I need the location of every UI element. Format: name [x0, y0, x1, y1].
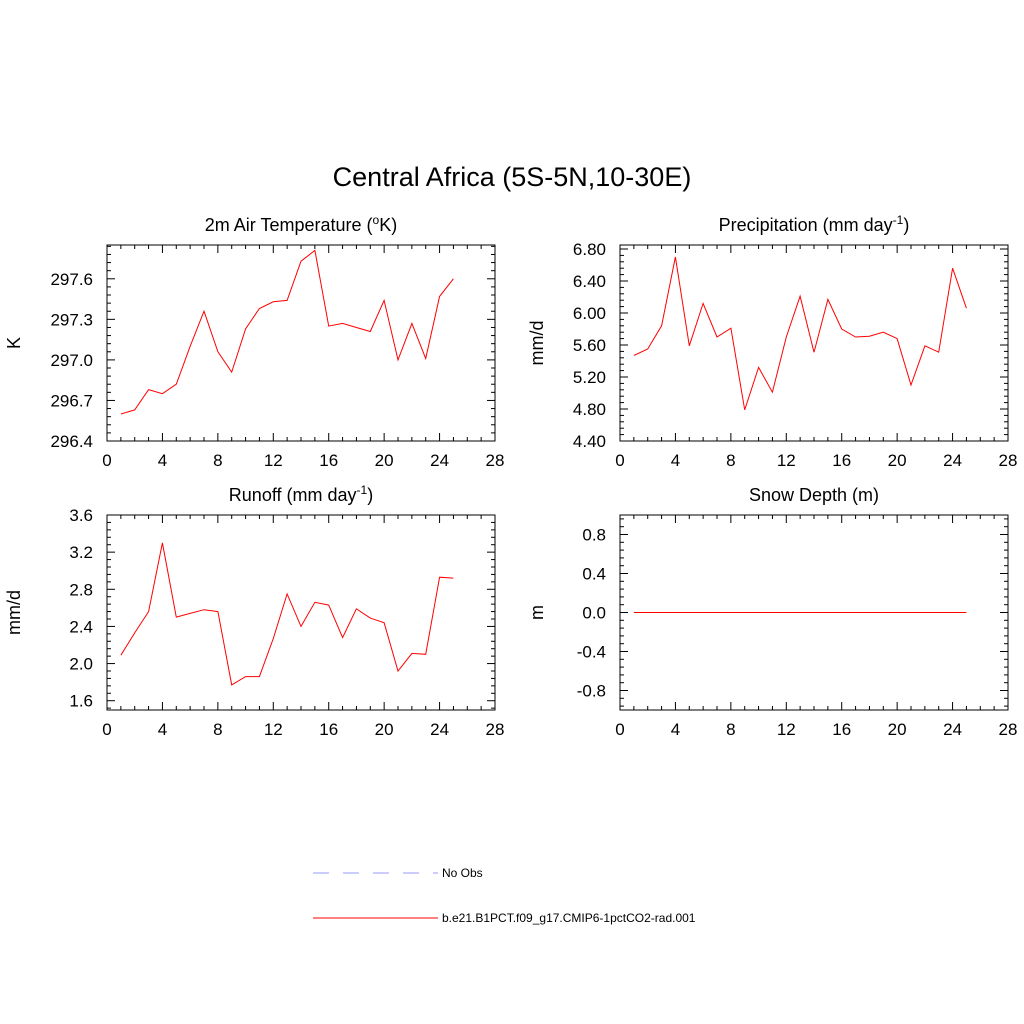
x-tick-label: 16 — [319, 451, 338, 470]
panel-title: Runoff (mm day-1) — [229, 483, 373, 505]
x-tick-label: 24 — [430, 451, 449, 470]
page-title: Central Africa (5S-5N,10-30E) — [332, 162, 692, 192]
x-tick-label: 28 — [486, 720, 505, 739]
y-tick-label: 3.6 — [69, 506, 93, 525]
y-tick-label: 2.4 — [69, 617, 93, 636]
x-tick-label: 16 — [319, 720, 338, 739]
x-tick-label: 12 — [264, 720, 283, 739]
y-tick-label: 1.6 — [69, 692, 93, 711]
y-axis-label: K — [4, 337, 24, 349]
x-tick-label: 0 — [615, 720, 624, 739]
y-tick-label: -0.8 — [577, 682, 606, 701]
chart-panel-2: 0 4 8 12 16 20 24 28 4.40 4.80 5.20 5.60 6.00 6.40 6.8… — [527, 213, 1017, 470]
x-tick-label: 4 — [671, 720, 680, 739]
y-tick-label: 3.2 — [69, 543, 93, 562]
x-tick-label: 20 — [375, 720, 394, 739]
chart-panel-1: 0 4 8 12 16 20 24 28 296.4 296.7 297.0 297.3 297.6 K 2… — [4, 213, 504, 470]
panel-title: 2m Air Temperature (oK) — [205, 213, 397, 235]
chart-panels: 0 4 8 12 16 20 24 28 296.4 296.7 297.0 297.3 297.6 K 2… — [4, 213, 1017, 739]
y-axis-label: mm/d — [4, 590, 24, 635]
y-tick-label: 4.40 — [573, 432, 606, 451]
x-tick-label: 12 — [777, 451, 796, 470]
x-tick-label: 0 — [615, 451, 624, 470]
plot-frame — [106, 244, 496, 442]
panel-title: Snow Depth (m) — [749, 485, 879, 505]
legend-label-model: b.e21.B1PCT.f09_g17.CMIP6-1pctCO2-rad.00… — [442, 911, 696, 925]
series-line — [120, 249, 454, 415]
x-tick-label: 16 — [832, 451, 851, 470]
y-tick-label: 0.4 — [582, 565, 606, 584]
x-tick-label: 28 — [486, 451, 505, 470]
x-tick-label: 28 — [999, 451, 1018, 470]
x-tick-label: 24 — [943, 720, 962, 739]
y-tick-label: 4.80 — [573, 400, 606, 419]
series-line — [633, 256, 967, 410]
legend-label-no-obs: No Obs — [442, 866, 483, 880]
y-tick-label: 5.20 — [573, 368, 606, 387]
x-tick-label: 20 — [888, 720, 907, 739]
x-tick-label: 4 — [158, 451, 167, 470]
x-tick-label: 8 — [213, 451, 222, 470]
panel-title: Precipitation (mm day-1) — [719, 213, 910, 235]
y-tick-label: 5.60 — [573, 336, 606, 355]
y-tick-label: 297.6 — [50, 270, 93, 289]
x-tick-label: 16 — [832, 720, 851, 739]
chart-panel-3: 0 4 8 12 16 20 24 28 1.6 2.0 2.4 2.8 3.2 3.6 mm/d Runof… — [4, 483, 504, 739]
chart-panel-4: 0 4 8 12 16 20 24 28 -0.8 -0.4 0.0 0.4 0.8 m Snow Dept… — [527, 485, 1017, 739]
y-tick-label: -0.4 — [577, 643, 606, 662]
y-tick-label: 2.8 — [69, 580, 93, 599]
y-tick-label: 0.0 — [582, 604, 606, 623]
y-tick-label: 296.7 — [50, 391, 93, 410]
y-tick-label: 6.80 — [573, 240, 606, 259]
x-tick-label: 4 — [671, 451, 680, 470]
series-line — [120, 542, 454, 686]
x-tick-label: 12 — [264, 451, 283, 470]
y-tick-label: 0.8 — [582, 526, 606, 545]
x-tick-label: 20 — [888, 451, 907, 470]
x-tick-label: 8 — [726, 720, 735, 739]
x-tick-label: 4 — [158, 720, 167, 739]
y-tick-label: 297.3 — [50, 310, 93, 329]
y-tick-label: 6.00 — [573, 304, 606, 323]
x-tick-label: 20 — [375, 451, 394, 470]
x-tick-label: 24 — [943, 451, 962, 470]
plot-frame — [106, 514, 496, 711]
y-tick-label: 297.0 — [50, 351, 93, 370]
y-tick-label: 6.40 — [573, 272, 606, 291]
y-axis-label: m — [527, 605, 547, 620]
y-axis-label: mm/d — [527, 321, 547, 366]
y-tick-label: 296.4 — [50, 432, 93, 451]
legend: No Obs b.e21.B1PCT.f09_g17.CMIP6-1pctCO2… — [313, 866, 696, 925]
x-tick-label: 24 — [430, 720, 449, 739]
x-tick-label: 8 — [213, 720, 222, 739]
x-tick-label: 12 — [777, 720, 796, 739]
x-tick-label: 0 — [102, 451, 111, 470]
y-tick-label: 2.0 — [69, 655, 93, 674]
x-tick-label: 28 — [999, 720, 1018, 739]
x-tick-label: 8 — [726, 451, 735, 470]
x-tick-label: 0 — [102, 720, 111, 739]
